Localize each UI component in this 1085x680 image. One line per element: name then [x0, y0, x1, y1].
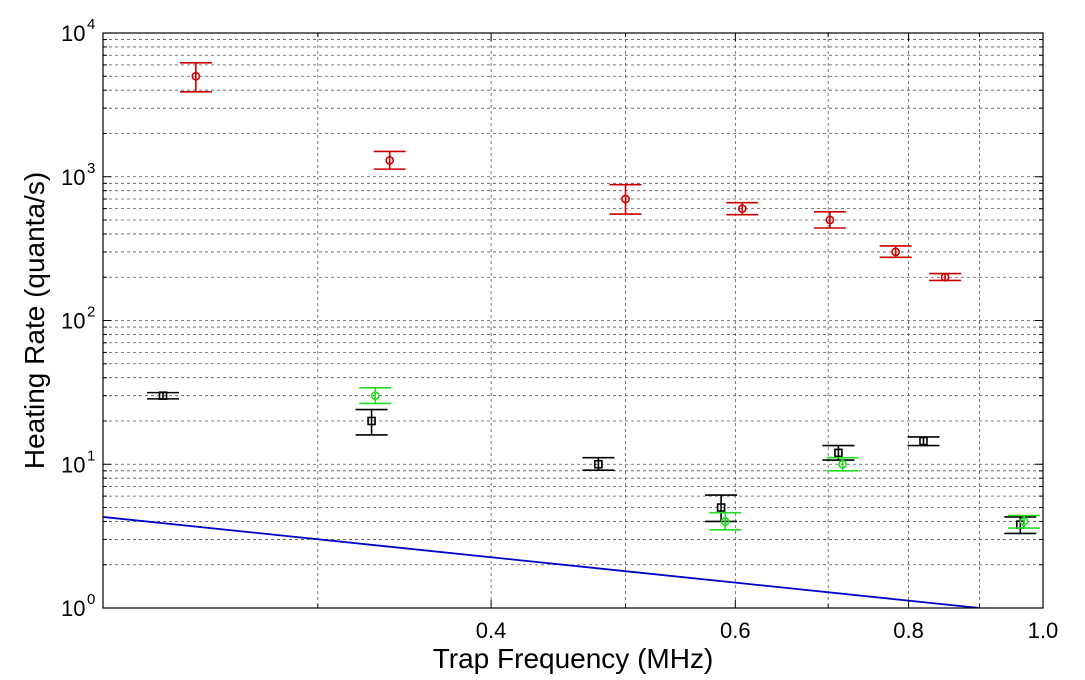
green-circles-point — [709, 511, 742, 531]
y-tick-base: 10 — [61, 165, 85, 190]
y-tick-label: 10 3 — [61, 160, 95, 190]
red-circles-point — [373, 150, 406, 170]
black-squares-series — [147, 391, 1037, 535]
marker-square — [716, 503, 726, 512]
axis-ticks — [103, 33, 1043, 608]
y-tick-label: 10 1 — [61, 447, 95, 477]
y-axis-title: Heating Rate (quanta/s) — [19, 172, 50, 469]
blue-fit-line — [103, 516, 980, 608]
marker-circle — [1019, 517, 1029, 526]
y-tick-base: 10 — [61, 596, 85, 621]
green-circles-point — [1008, 514, 1041, 529]
marker-circle — [720, 517, 730, 526]
red-circles-point — [609, 183, 642, 215]
y-tick-base: 10 — [61, 309, 85, 334]
black-squares-point — [355, 408, 388, 436]
marker-circle — [385, 155, 395, 165]
y-tick-label: 10 4 — [61, 16, 95, 46]
red-circles-point — [726, 201, 759, 216]
y-tick-base: 10 — [61, 21, 85, 46]
red-circles-point — [179, 62, 212, 93]
black-squares-point — [147, 391, 180, 400]
marker-circle — [838, 459, 848, 469]
marker-square — [367, 416, 376, 426]
y-tick-exponent: 0 — [87, 591, 95, 608]
y-tick-exponent: 3 — [87, 160, 95, 177]
marker-circle — [370, 391, 380, 401]
red-circles-point — [813, 211, 846, 229]
marker-circle — [940, 272, 950, 282]
x-tick-label: 0.4 — [476, 618, 507, 643]
x-tick-label: 0.6 — [720, 618, 751, 643]
marker-square — [834, 448, 843, 458]
marker-circle — [891, 247, 901, 257]
y-tick-exponent: 2 — [87, 304, 95, 321]
marker-square — [594, 459, 603, 469]
green-circles-point — [826, 456, 859, 472]
x-tick-label: 1.0 — [1028, 618, 1059, 643]
x-axis-title: Trap Frequency (MHz) — [433, 643, 714, 674]
black-squares-point — [907, 436, 940, 447]
marker-circle — [191, 71, 201, 81]
y-tick-exponent: 1 — [87, 447, 95, 464]
black-squares-point — [705, 494, 738, 523]
y-tick-exponent: 4 — [87, 16, 95, 33]
y-tick-label: 10 2 — [61, 304, 95, 334]
red-circles-point — [929, 272, 962, 282]
marker-square — [919, 436, 928, 446]
green-circles-series — [359, 387, 1041, 531]
fit-line-layer — [103, 516, 980, 608]
grid-lines — [103, 33, 1043, 608]
marker-circle — [825, 215, 835, 225]
marker-circle — [621, 194, 630, 204]
red-circles-point — [879, 245, 912, 259]
x-tick-label: 0.8 — [893, 618, 924, 643]
y-tick-label: 10 0 — [61, 591, 95, 621]
green-circles-point — [359, 387, 392, 405]
data-points-layer — [147, 62, 1041, 535]
red-circles-series — [179, 62, 962, 282]
y-tick-base: 10 — [61, 452, 85, 477]
marker-circle — [737, 204, 747, 214]
marker-square — [158, 391, 168, 400]
black-squares-point — [582, 456, 615, 471]
